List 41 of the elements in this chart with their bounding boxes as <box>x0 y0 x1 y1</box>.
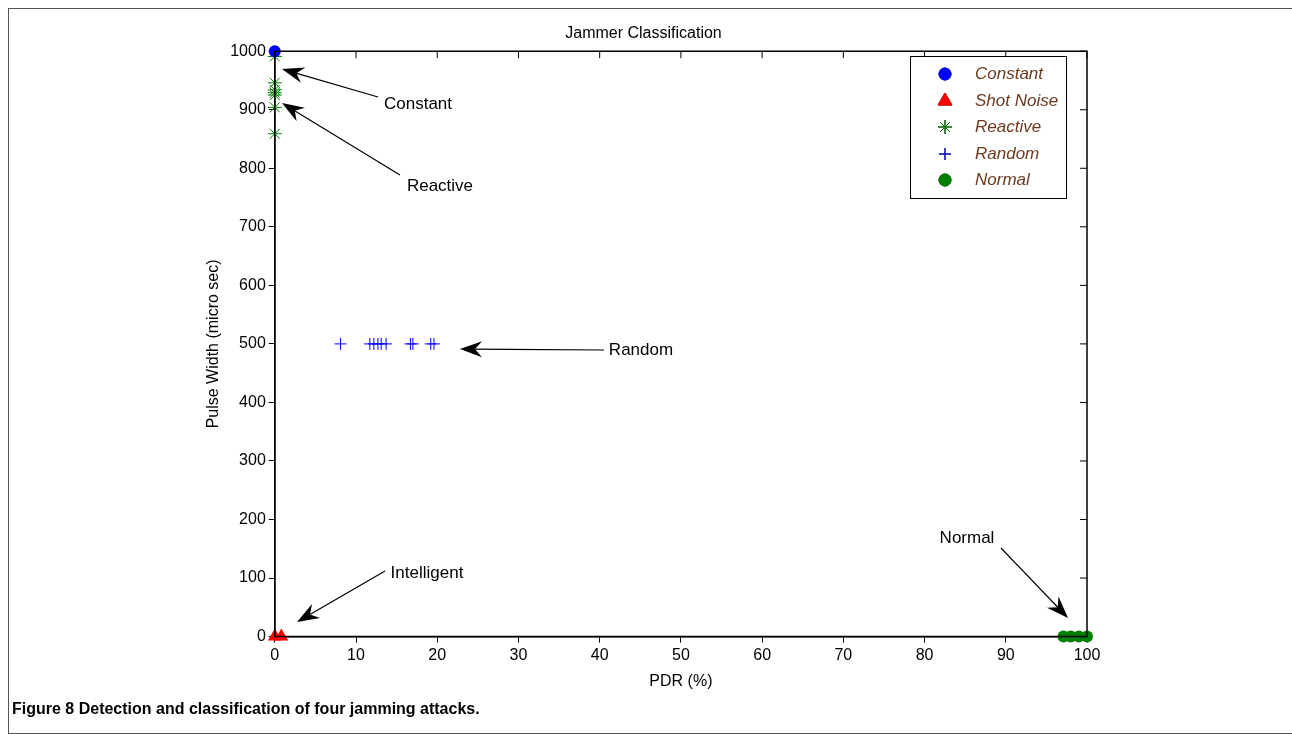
x-tick-label: 0 <box>270 645 280 663</box>
x-tick-label: 20 <box>428 645 447 663</box>
chart-title: Jammer Classification <box>565 24 722 42</box>
y-tick-label: 600 <box>239 275 266 293</box>
x-tick-label: 10 <box>347 645 366 663</box>
x-tick-label: 40 <box>590 645 609 663</box>
y-tick-label: 300 <box>239 451 266 469</box>
point <box>267 99 283 115</box>
y-tick-label: 0 <box>256 627 266 645</box>
x-tick-label: 50 <box>672 645 690 663</box>
y-tick-label: 200 <box>239 509 266 527</box>
x-tick-label: 60 <box>753 645 772 663</box>
x-tick-label: 70 <box>834 645 853 663</box>
annotation: Reactive <box>406 176 474 196</box>
y-tick-label: 800 <box>239 158 266 176</box>
point <box>379 337 393 351</box>
legend-label: Normal <box>975 170 1030 191</box>
y-tick-label: 500 <box>239 334 266 352</box>
caption: Figure 8 Detection and classification of four jamming attacks. <box>12 700 480 718</box>
legend-label: Constant <box>975 64 1044 85</box>
annotation: Constant <box>383 94 453 114</box>
annotation: Random <box>608 340 674 360</box>
point <box>267 126 283 142</box>
legend-label: Reactive <box>975 117 1042 138</box>
annotation: Intelligent <box>390 563 464 583</box>
x-tick-label: 90 <box>996 645 1015 663</box>
y-tick-label: 700 <box>239 217 266 235</box>
y-tick-label: 1000 <box>230 41 266 59</box>
annotation: Normal <box>939 528 995 548</box>
point <box>334 337 348 351</box>
x-tick-label: 100 <box>1073 645 1101 663</box>
x-axis-title: PDR (%) <box>649 671 713 689</box>
x-tick-label: 30 <box>509 645 528 663</box>
legend-label: Random <box>975 143 1040 164</box>
y-tick-label: 900 <box>239 100 266 118</box>
x-tick-label: 80 <box>915 645 934 663</box>
y-axis-title: Pulse Width (micro sec) <box>204 259 222 429</box>
y-tick-label: 100 <box>239 568 266 586</box>
legend-label: Shot Noise <box>975 90 1059 111</box>
point <box>274 628 289 641</box>
y-tick-label: 400 <box>239 392 266 410</box>
